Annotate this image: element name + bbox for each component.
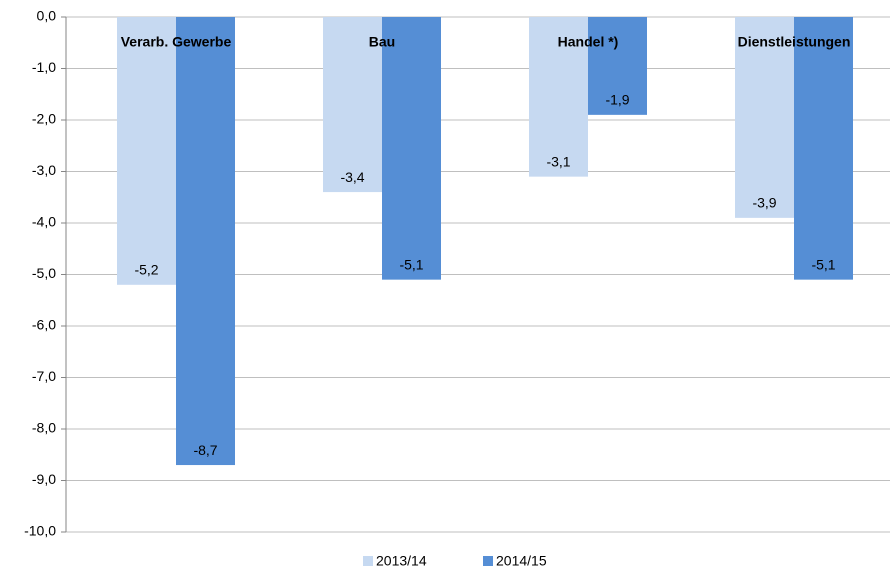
bar — [735, 17, 794, 218]
bar — [529, 17, 588, 177]
y-tick-label: -1,0 — [32, 59, 56, 75]
bar — [117, 17, 176, 285]
y-tick-label: -2,0 — [32, 111, 56, 127]
value-label: -8,7 — [193, 442, 217, 458]
category-label: Handel *) — [558, 34, 619, 50]
category-label: Dienstleistungen — [738, 34, 851, 50]
bar — [382, 17, 441, 280]
y-tick-label: 0,0 — [37, 8, 57, 24]
y-tick-label: -7,0 — [32, 368, 56, 384]
y-tick-label: -8,0 — [32, 420, 56, 436]
value-label: -3,1 — [546, 153, 570, 169]
legend-swatch — [483, 556, 493, 566]
y-tick-label: -3,0 — [32, 162, 56, 178]
legend-swatch — [363, 556, 373, 566]
value-label: -5,2 — [134, 262, 158, 278]
y-tick-label: -4,0 — [32, 214, 56, 230]
bar — [323, 17, 382, 193]
value-label: -1,9 — [605, 92, 629, 108]
y-tick-label: -6,0 — [32, 317, 56, 333]
y-tick-label: -10,0 — [24, 523, 56, 539]
value-label: -5,1 — [811, 256, 835, 272]
legend-label: 2014/15 — [496, 553, 547, 569]
value-label: -5,1 — [399, 256, 423, 272]
y-tick-label: -5,0 — [32, 265, 56, 281]
category-label: Bau — [369, 34, 395, 50]
category-label: Verarb. Gewerbe — [121, 34, 232, 50]
bar — [588, 17, 647, 115]
value-label: -3,9 — [752, 195, 776, 211]
y-tick-label: -9,0 — [32, 471, 56, 487]
value-label: -3,4 — [340, 169, 364, 185]
legend-label: 2013/14 — [376, 553, 427, 569]
bar — [176, 17, 235, 466]
bar — [794, 17, 853, 280]
